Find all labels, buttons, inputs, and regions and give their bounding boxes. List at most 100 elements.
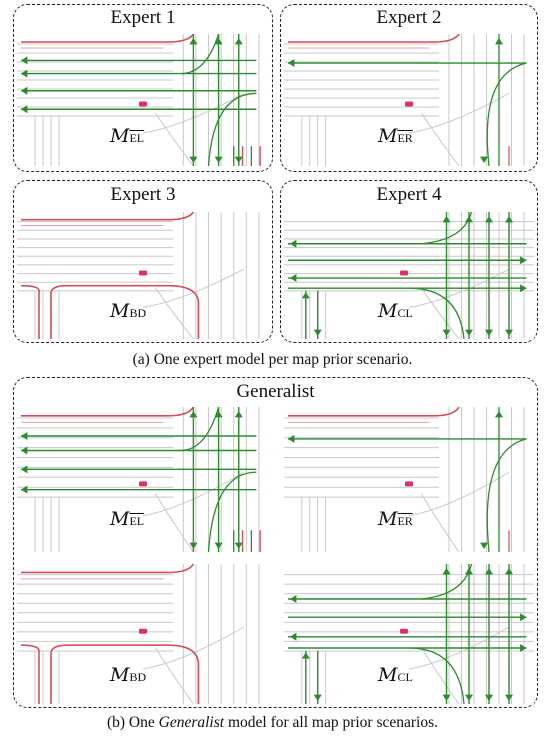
map-el-svg [17,34,261,166]
model-symbol: M [378,664,398,686]
route-arrowhead [505,216,513,223]
route-arrowhead [21,465,28,474]
lane-curve [408,626,510,670]
route-arrowhead [214,411,223,418]
route-curve [207,471,257,552]
ego-vehicle [139,628,147,634]
route-curve [486,438,527,552]
route-arrowhead [520,644,527,652]
route-arrowhead [214,542,223,549]
road-boundary [288,407,460,417]
route-arrowhead [290,632,297,641]
model-subscript: CL [397,670,413,684]
route-arrowhead [505,694,513,701]
road-boundary [20,644,40,704]
route-arrowhead [313,329,322,336]
route-arrowhead [189,156,198,163]
expert-4-title: Expert 4 [376,184,442,205]
caption-b-em: Generalist [158,714,225,731]
ego-vehicle [139,101,147,107]
route-curve [486,62,527,166]
route-arrowhead [442,694,451,701]
lane-curve [155,493,194,552]
model-symbol: M [110,125,130,147]
gen-map-cl-svg [284,564,534,704]
lane-curve [142,471,245,517]
road-boundary [50,284,200,339]
route-arrowhead [234,38,243,45]
route-arrowhead [520,613,527,622]
lane-curve [155,287,194,339]
route-arrowhead [21,446,28,455]
gen-map-er-svg [284,407,527,552]
model-subscript: EL [129,514,145,528]
lane-curve [155,647,194,704]
route-arrowhead [495,38,503,45]
expert-1-title: Expert 1 [110,7,176,28]
gen-panel-bd [17,564,269,704]
route-arrowhead [189,411,198,418]
route-arrowhead [214,38,223,45]
map-bd-svg [17,212,260,339]
lane-curve [408,92,510,134]
model-subscript: ER [397,514,413,528]
ego-vehicle [139,481,147,487]
route-arrowhead [442,329,451,336]
route-curve [408,287,465,339]
lane-curve [142,268,245,308]
expert-3-box [13,180,273,343]
road-boundary [21,34,195,43]
model-symbol: M [110,300,130,322]
route-arrowhead [21,105,28,114]
gen-panel-er [284,407,534,552]
route-arrowhead [442,216,451,223]
gen-map-el-svg [17,407,261,552]
route-arrowhead [485,694,493,701]
lane-curve [421,647,460,704]
route-arrowhead [189,542,198,549]
map-panel-cl [284,212,534,339]
route-arrowhead [465,329,473,336]
route-arrowhead [21,86,28,95]
caption-b: (b) One Generalist model for all map pri… [0,714,545,732]
road-boundary [288,34,460,43]
model-symbol: M [378,508,398,530]
road-boundary [21,407,195,417]
gen-model-label-cl: MCL [378,664,413,687]
road-boundary [20,284,40,339]
map-panel-er [284,34,534,166]
route-arrowhead [290,274,297,283]
route-arrowhead [495,411,503,418]
route-arrowhead [288,434,295,443]
route-arrowhead [505,568,513,575]
model-symbol: M [378,125,398,147]
generalist-box [13,377,538,708]
model-subscript: BD [129,306,147,320]
model-subscript: ER [397,131,413,145]
caption-b-pre: (b) One [106,714,159,731]
route-arrowhead [21,432,28,440]
model-subscript: CL [397,306,413,320]
map-panel-bd [17,212,269,339]
route-arrowhead [301,652,310,659]
gen-model-label-el: MEL [110,508,144,531]
route-arrowhead [485,329,493,336]
lane-curve [142,626,245,670]
lane-curve [155,112,194,166]
route-arrowhead [21,485,28,494]
route-arrowhead [234,156,243,163]
caption-b-post: model for all map prior scenarios. [224,714,438,731]
lane-curve [408,268,510,308]
gen-model-label-er: MER [378,508,413,531]
caption-a: (a) One expert model per map prior scena… [132,351,413,368]
model-symbol: M [110,508,130,530]
route-arrowhead [21,69,28,78]
model-symbol: M [110,664,130,686]
route-arrowhead [288,59,295,68]
route-arrowhead [21,56,28,65]
model-label-er: MER [378,125,413,148]
model-symbol: M [378,300,398,322]
ego-vehicle [139,270,147,276]
route-arrowhead [234,542,243,549]
expert-3-title: Expert 3 [110,184,176,205]
